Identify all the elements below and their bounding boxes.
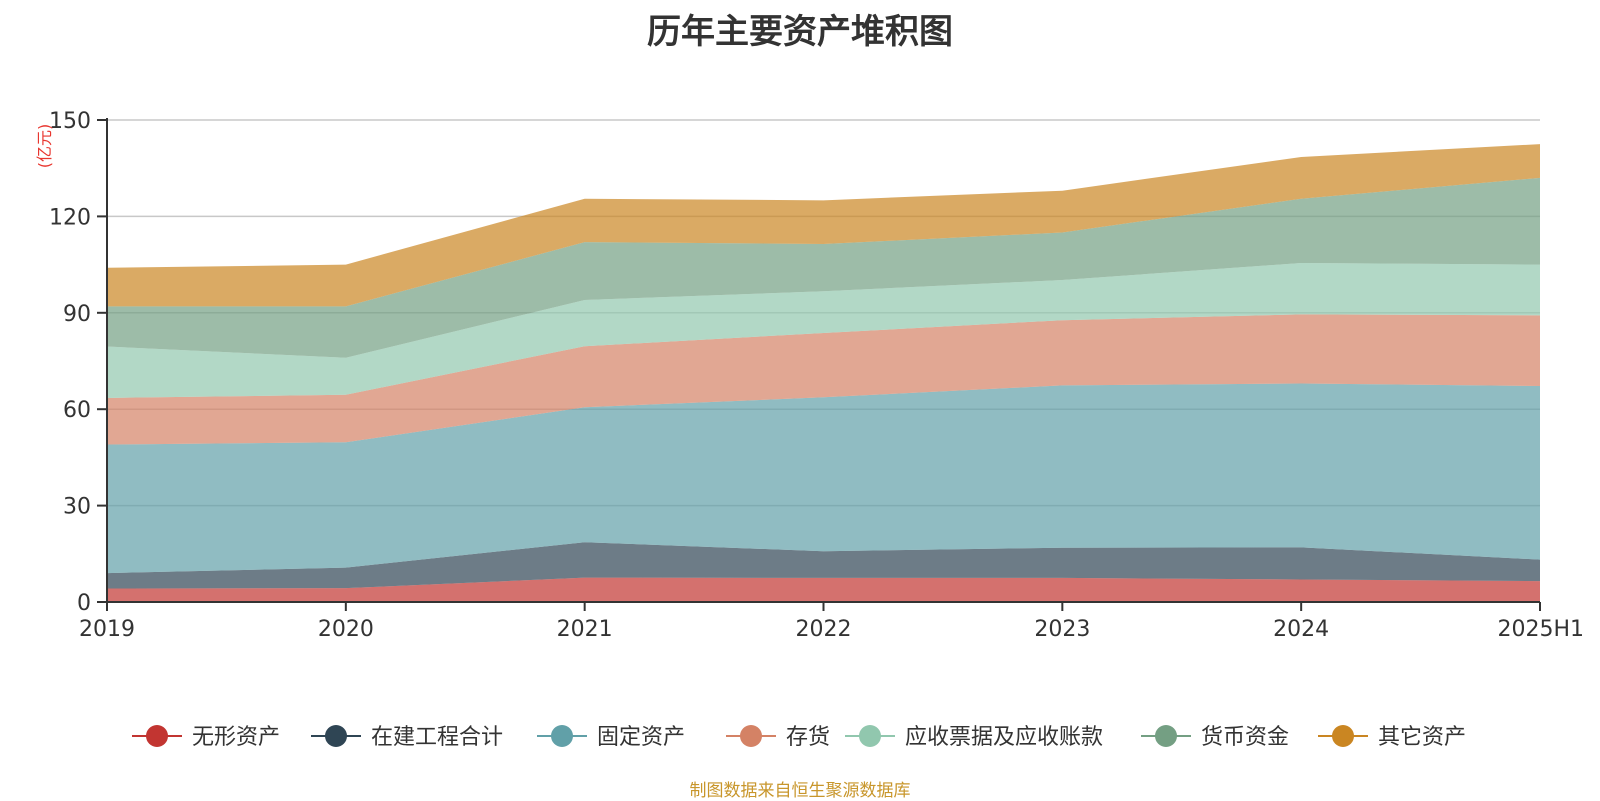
x-tick-label: 2019 (79, 617, 135, 642)
legend-item-1[interactable]: 在建工程合计 (311, 725, 503, 750)
area-series-5[interactable] (107, 177, 1540, 358)
y-tick-label: 30 (63, 495, 91, 520)
legend-marker (146, 725, 168, 747)
y-tick-label: 90 (63, 302, 91, 327)
legend-label: 应收票据及应收账款 (905, 725, 1103, 750)
area-series-1[interactable] (107, 542, 1540, 589)
area-series-layer (107, 144, 1540, 602)
area-series-4[interactable] (107, 262, 1540, 398)
x-tick-label: 2022 (796, 617, 852, 642)
x-tick-label: 2021 (557, 617, 613, 642)
area-series-2[interactable] (107, 383, 1540, 574)
x-tick-label: 2020 (318, 617, 374, 642)
legend-item-6[interactable]: 其它资产 (1318, 725, 1466, 750)
legend-label: 在建工程合计 (371, 725, 503, 750)
area-series-0[interactable] (107, 577, 1540, 602)
legend-label: 其它资产 (1378, 725, 1466, 750)
legend-marker (1332, 725, 1354, 747)
legend-item-3[interactable]: 存货 (726, 725, 830, 750)
source-note: 制图数据来自恒生聚源数据库 (689, 781, 911, 801)
legend-marker (551, 725, 573, 747)
legend-label: 存货 (786, 725, 830, 750)
legend-item-2[interactable]: 固定资产 (537, 725, 685, 750)
x-tick-label: 2024 (1273, 617, 1329, 642)
y-tick-label: 60 (63, 398, 91, 423)
area-series-3[interactable] (107, 314, 1540, 445)
legend-label: 货币资金 (1201, 725, 1289, 750)
legend-marker (325, 725, 347, 747)
legend-marker (859, 725, 881, 747)
x-tick-label: 2025H1 (1497, 617, 1584, 642)
area-series-6[interactable] (107, 144, 1540, 307)
legend-marker (1155, 725, 1177, 747)
axes: 0 30 60 90 120 150 2019 2020 2021 2022 2023 2024 202… (35, 109, 1584, 642)
legend-label: 无形资产 (192, 725, 280, 750)
chart-title: 历年主要资产堆积图 (647, 12, 953, 52)
legend-item-0[interactable]: 无形资产 (132, 725, 280, 750)
legend-item-4[interactable]: 应收票据及应收账款 (845, 725, 1103, 750)
x-tick-label: 2023 (1034, 617, 1090, 642)
legend-item-5[interactable]: 货币资金 (1141, 725, 1289, 750)
y-tick-label: 150 (49, 109, 91, 134)
y-tick-label: 120 (49, 205, 91, 230)
y-axis-unit-label: (亿元) (35, 124, 54, 169)
legend-marker (740, 725, 762, 747)
legend-label: 固定资产 (597, 725, 685, 750)
y-tick-label: 0 (77, 591, 91, 616)
legend[interactable]: 无形资产 在建工程合计 固定资产 存货 应收票据及应收账款 货币资金 其它资产 (132, 725, 1466, 750)
